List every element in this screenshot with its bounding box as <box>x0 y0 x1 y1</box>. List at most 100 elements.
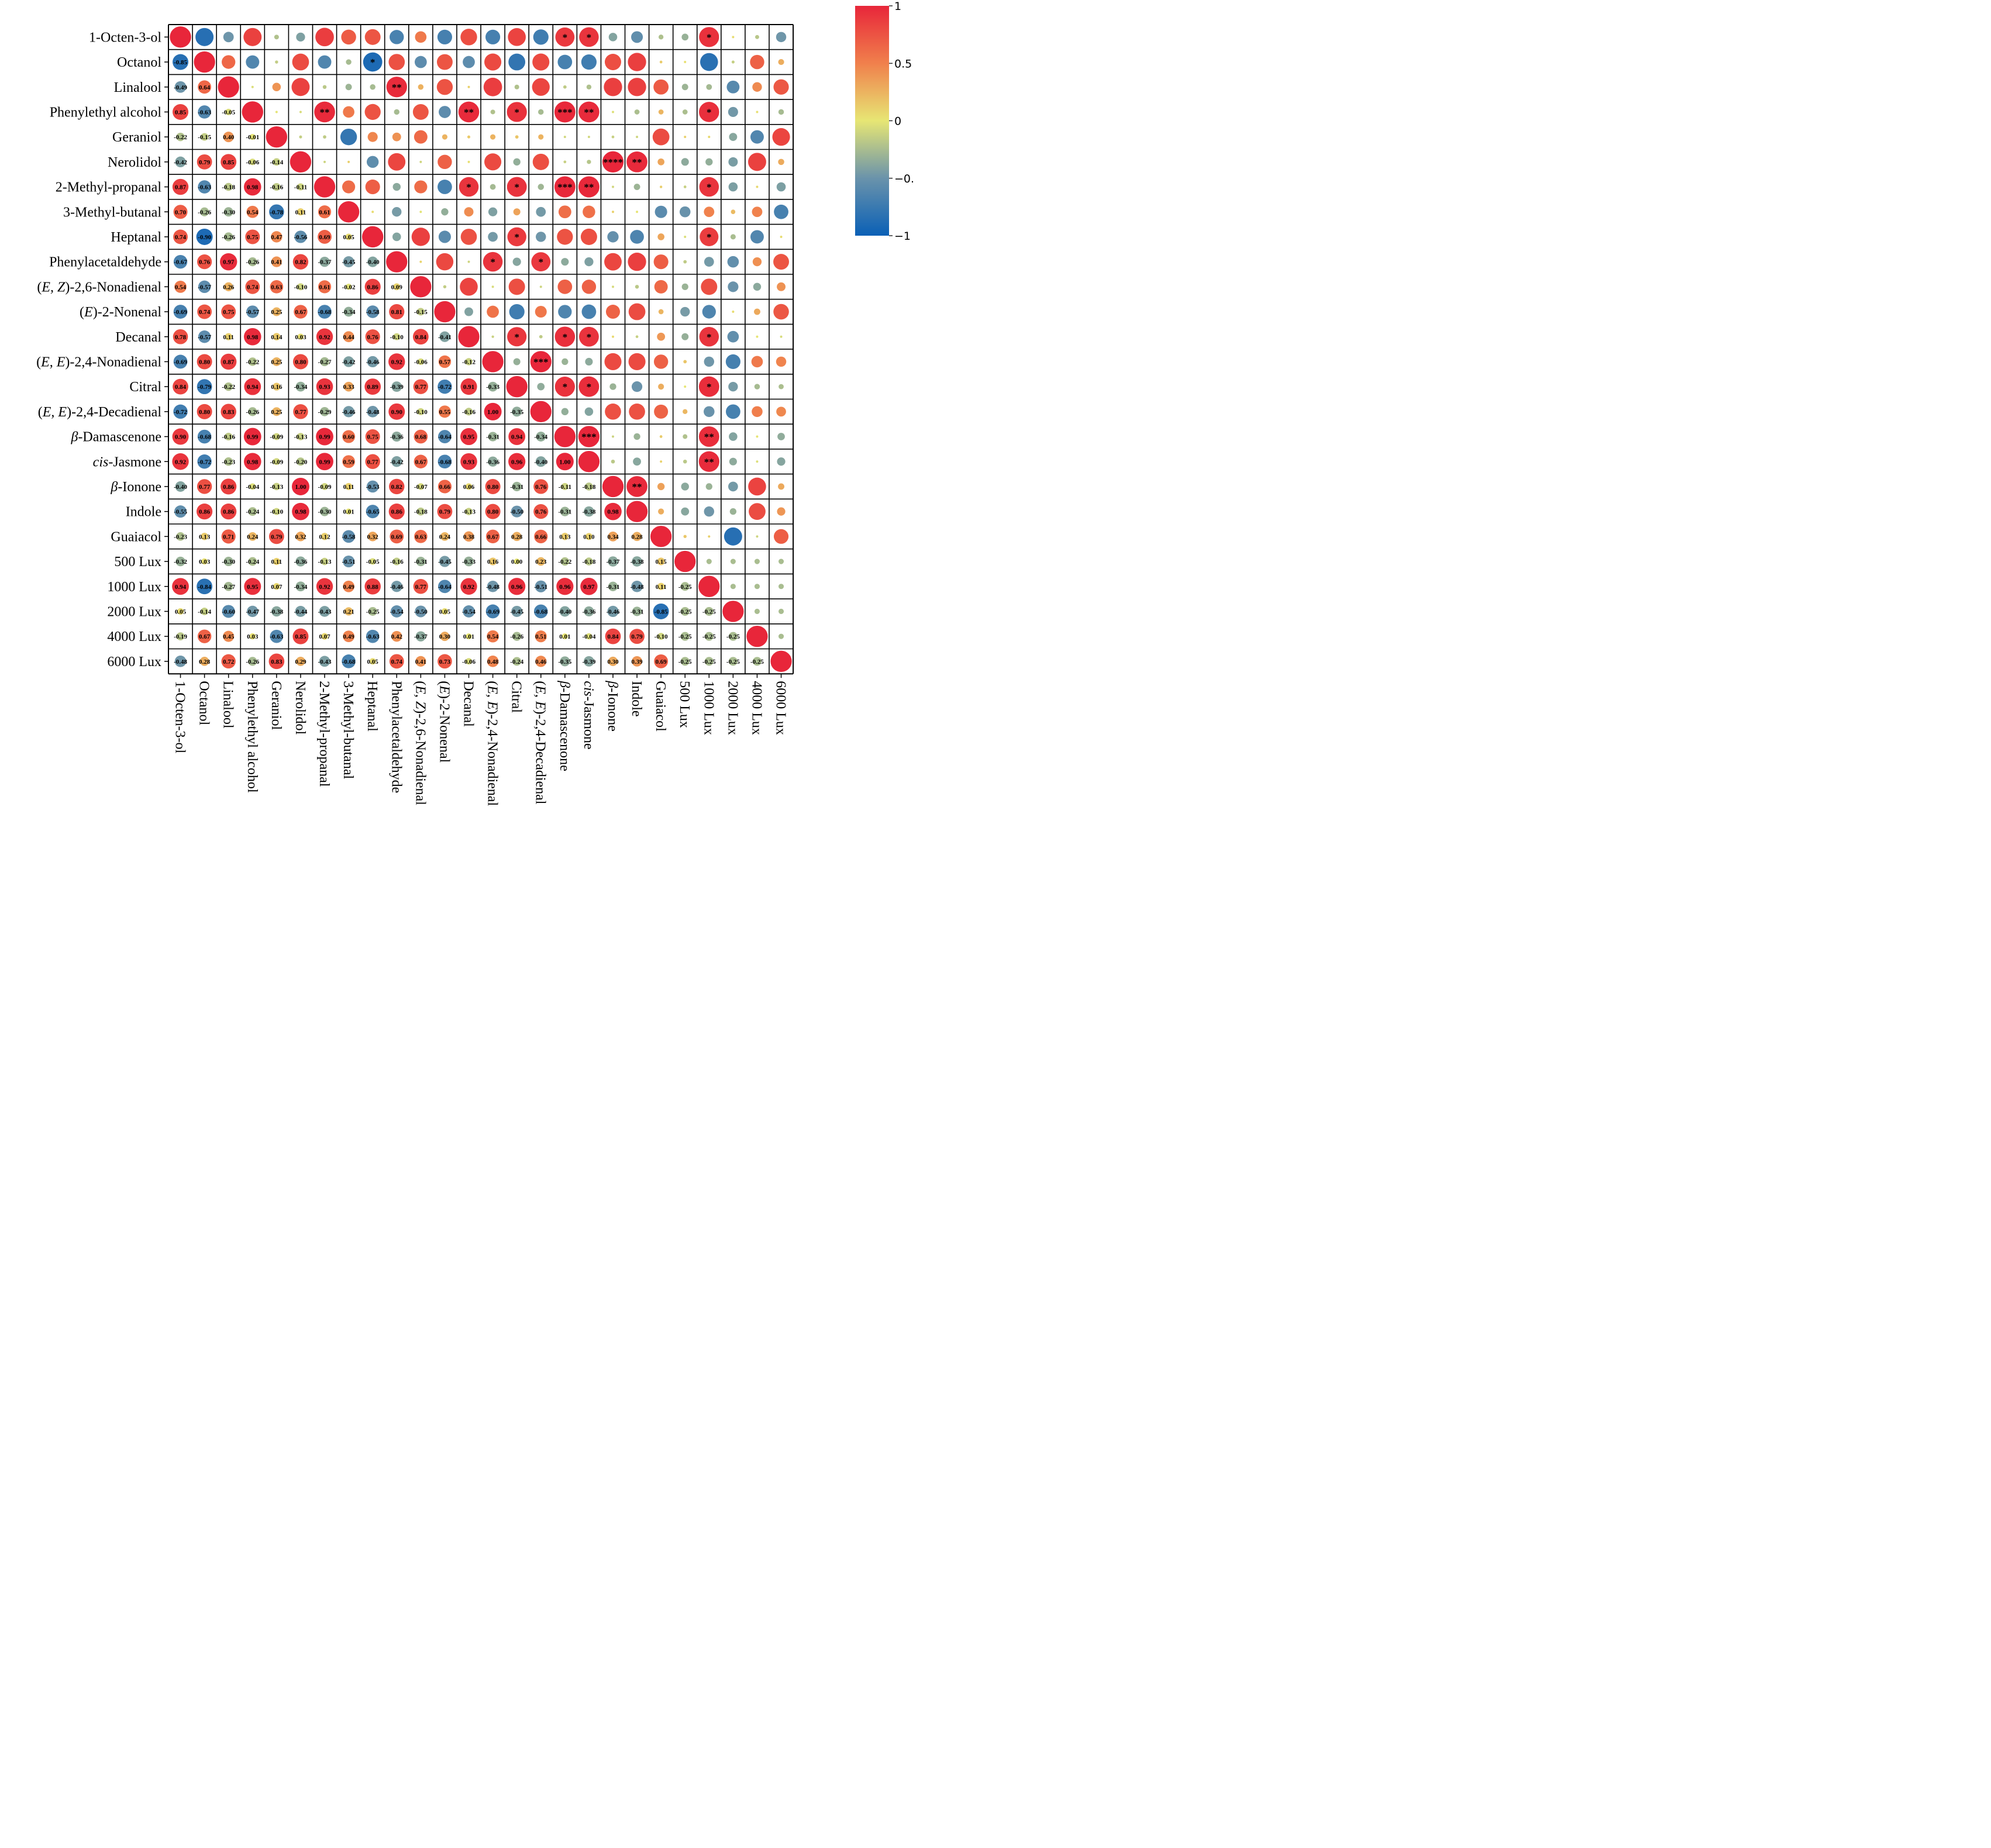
cell-3-methyl-butanal-x-citral <box>513 208 521 216</box>
corr-circle <box>657 332 666 341</box>
diagonal-circle <box>530 401 552 423</box>
value-circle <box>657 582 665 590</box>
corr-circle <box>611 135 615 139</box>
cell-heptanal-x-phenylacetaldehyde <box>392 232 401 242</box>
corr-circle <box>514 84 519 89</box>
corr-circle <box>779 384 784 389</box>
cell-e-e-2-4-nonadienal-x-nerolidol: 0.80 <box>292 354 308 370</box>
corr-circle <box>604 78 622 96</box>
corr-circle <box>611 335 614 338</box>
value-label: 0.84 <box>607 633 619 640</box>
cell-2000-lux-x-nerolidol: -0.44 <box>294 606 308 617</box>
value-circle <box>316 328 333 345</box>
corr-circle <box>731 209 736 215</box>
cell-citral-x-decanal: 0.91 <box>460 378 477 395</box>
value-label: 0.57 <box>439 358 451 366</box>
cell-2000-lux-x-decanal: -0.54 <box>462 605 476 618</box>
corr-circle <box>458 101 480 123</box>
value-label: 0.80 <box>487 509 499 516</box>
corr-circle <box>587 136 590 139</box>
cell-nerolidol-x-2000-lux <box>728 157 738 167</box>
value-label: 0.73 <box>439 658 451 666</box>
corr-circle <box>611 285 614 288</box>
corr-circle <box>629 404 645 420</box>
value-circle <box>414 429 428 444</box>
corr-circle <box>749 503 766 520</box>
value-label: -0.46 <box>366 358 380 366</box>
value-circle <box>533 504 549 519</box>
cell-guaiacol-x-phenylacetaldehyde: 0.69 <box>390 529 404 544</box>
value-circle <box>680 632 690 641</box>
value-label: -0.24 <box>246 509 259 516</box>
value-label: -0.49 <box>174 84 187 91</box>
cell-e-e-2-4-decadienal-x-500-lux <box>683 409 688 415</box>
corr-circle <box>729 432 738 441</box>
cell-e-e-2-4-nonadienal-x-1-octen-3-ol: -0.69 <box>173 354 187 369</box>
cell-decanal-x-linalool: 0.11 <box>223 333 234 341</box>
value-circle <box>292 502 309 520</box>
cell-4000-lux-x-heptanal: -0.63 <box>366 629 380 643</box>
value-label: 0.32 <box>367 533 379 540</box>
cell-1000-lux-x-6000-lux <box>778 584 784 589</box>
cell-geraniol-x-1-octen-3-ol: -0.22 <box>174 132 187 142</box>
cell-heptanal-x-damascenone <box>557 229 573 245</box>
value-label: 0.63 <box>415 533 427 540</box>
value-circle <box>198 105 211 119</box>
value-circle <box>172 578 189 595</box>
cell-6000-lux-x-2000-lux: -0.25 <box>726 657 740 666</box>
cell-guaiacol-x-decanal: 0.38 <box>463 531 475 542</box>
cell-citral-x-1000-lux: * <box>698 376 719 397</box>
value-label: -0.10 <box>655 633 668 640</box>
col-label-heptanal: Heptanal <box>364 681 380 732</box>
cell-3-methyl-butanal-x-e-z-2-6-nonadienal <box>419 211 422 213</box>
value-label: -0.72 <box>174 409 187 416</box>
cell-linalool-x-2000-lux <box>726 80 740 94</box>
cell-1000-lux-x-octanol: -0.84 <box>197 578 213 595</box>
corr-circle <box>561 408 569 416</box>
cell-phenylethyl-alcohol-x-linalool: -0.05 <box>222 108 236 116</box>
cell-cis-jasmone-x-1-octen-3-ol: 0.92 <box>172 453 189 470</box>
corr-circle <box>363 52 383 72</box>
cell-geraniol-x-linalool: 0.40 <box>223 132 235 143</box>
corr-circle <box>659 185 663 188</box>
cell-6000-lux-x-e-e-2-4-nonadienal: 0.48 <box>487 656 499 667</box>
cell-e-2-nonenal-x-geraniol: 0.25 <box>271 307 283 316</box>
cell-2-methyl-propanal-x-4000-lux <box>756 185 759 188</box>
corr-circle <box>346 59 352 65</box>
cell-1-octen-3-ol-x-octanol <box>195 27 214 46</box>
cell-octanol-x-1-octen-3-ol: -0.85 <box>173 54 189 70</box>
cell-phenylacetaldehyde-x-6000-lux <box>773 254 790 270</box>
cell-geraniol-x-phenylacetaldehyde <box>392 132 401 142</box>
value-circle <box>562 633 568 640</box>
cell-geraniol-x-decanal <box>467 135 471 139</box>
diagonal-circle <box>746 625 768 647</box>
value-label: -0.13 <box>270 484 283 491</box>
cell-heptanal-x-guaiacol <box>657 233 664 240</box>
value-circle <box>366 629 380 643</box>
cell-nerolidol-x-e-2-nonenal <box>438 154 452 170</box>
corr-circle <box>778 58 784 65</box>
cell-4000-lux-x-500-lux: -0.25 <box>678 632 692 641</box>
value-circle <box>295 532 306 542</box>
value-circle <box>367 406 378 418</box>
cell-octanol-x-e-e-2-4-decadienal <box>532 53 550 71</box>
cell-3-methyl-butanal-x-phenylacetaldehyde <box>392 207 402 217</box>
value-label: -0.39 <box>582 658 595 666</box>
cell-6000-lux-x-decanal: -0.06 <box>462 658 476 666</box>
value-label: 0.75 <box>247 234 259 241</box>
value-circle <box>174 81 187 93</box>
cell-2000-lux-x-1-octen-3-ol: 0.05 <box>175 608 187 615</box>
cell-nerolidol-x-heptanal <box>366 156 379 168</box>
value-label: 0.98 <box>247 334 259 341</box>
value-circle <box>439 331 450 342</box>
cell-4000-lux-x-e-z-2-6-nonadienal: -0.37 <box>414 631 428 642</box>
cell-e-z-2-6-nonadienal-x-2-methyl-propanal: 0.61 <box>318 280 332 294</box>
cell-e-z-2-6-nonadienal-x-cis-jasmone <box>581 280 597 294</box>
cell-geraniol-x-heptanal <box>367 132 378 142</box>
value-label: 0.11 <box>343 484 354 491</box>
cell-ionone-x-phenylethyl-alcohol: -0.04 <box>246 483 260 491</box>
corr-circle <box>773 79 789 95</box>
significance-stars: ** <box>392 82 402 93</box>
value-label: -0.38 <box>582 509 595 516</box>
cell-decanal-x-cis-jasmone: * <box>578 326 599 347</box>
